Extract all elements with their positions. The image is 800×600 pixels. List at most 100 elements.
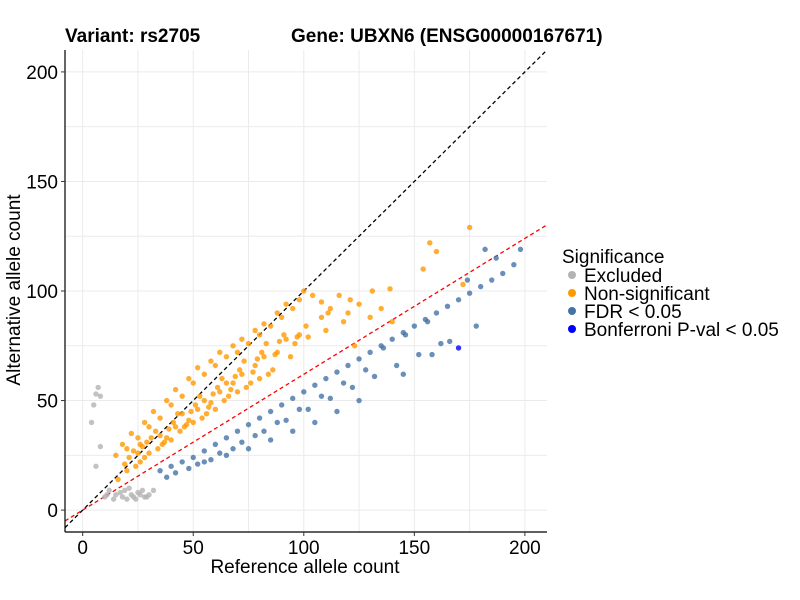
data-point bbox=[267, 437, 274, 443]
data-point bbox=[301, 389, 307, 395]
data-point bbox=[115, 476, 121, 483]
data-point bbox=[150, 408, 157, 415]
data-point bbox=[477, 283, 484, 290]
data-point bbox=[296, 297, 303, 303]
x-tick-label: 100 bbox=[288, 538, 320, 559]
data-point bbox=[170, 419, 177, 426]
data-point bbox=[424, 318, 431, 325]
data-point bbox=[248, 380, 254, 386]
data-point bbox=[157, 432, 163, 439]
data-point bbox=[146, 424, 152, 430]
data-point bbox=[223, 380, 230, 386]
data-point bbox=[296, 406, 303, 413]
data-point bbox=[201, 459, 207, 465]
data-point bbox=[387, 286, 393, 292]
data-point bbox=[517, 246, 524, 253]
data-point bbox=[186, 375, 192, 382]
data-point bbox=[500, 270, 506, 277]
data-point bbox=[197, 393, 203, 399]
data-point bbox=[234, 349, 241, 356]
data-point bbox=[303, 323, 309, 329]
data-point bbox=[139, 487, 146, 494]
data-point bbox=[137, 492, 143, 498]
data-point bbox=[336, 292, 342, 299]
data-point bbox=[371, 373, 378, 380]
data-point bbox=[429, 351, 435, 358]
data-point bbox=[464, 277, 471, 283]
data-point bbox=[164, 435, 170, 441]
data-point bbox=[447, 338, 453, 345]
data-point bbox=[212, 406, 219, 413]
y-tick-label: 200 bbox=[26, 63, 58, 84]
data-point bbox=[139, 443, 146, 450]
data-point bbox=[455, 345, 462, 351]
reference-line-fit bbox=[65, 224, 547, 522]
data-point bbox=[164, 397, 170, 404]
data-point bbox=[239, 336, 245, 342]
data-point bbox=[356, 397, 362, 404]
data-point bbox=[121, 487, 128, 494]
data-point bbox=[334, 408, 340, 415]
legend-label: Bonferroni P-val < 0.05 bbox=[584, 320, 779, 341]
data-point bbox=[290, 305, 296, 312]
data-point bbox=[223, 452, 230, 459]
data-point bbox=[265, 371, 272, 377]
data-point bbox=[367, 314, 373, 320]
data-point bbox=[190, 454, 196, 461]
data-point bbox=[283, 301, 289, 307]
data-point bbox=[263, 340, 269, 347]
data-point bbox=[104, 492, 110, 498]
data-point bbox=[256, 332, 263, 338]
data-point bbox=[493, 255, 499, 261]
data-point bbox=[97, 443, 104, 450]
data-point bbox=[252, 432, 258, 439]
data-point bbox=[287, 354, 294, 360]
data-point bbox=[110, 496, 117, 502]
legend-title: Significance bbox=[562, 247, 664, 268]
data-point bbox=[356, 301, 362, 307]
data-point bbox=[190, 380, 196, 386]
data-point bbox=[389, 318, 395, 325]
data-point bbox=[194, 406, 201, 413]
data-point bbox=[135, 450, 141, 456]
data-point bbox=[119, 441, 126, 448]
data-point bbox=[252, 327, 258, 334]
data-point bbox=[473, 323, 479, 329]
data-point bbox=[270, 367, 276, 373]
data-point bbox=[206, 404, 212, 410]
data-point bbox=[161, 439, 168, 445]
data-point bbox=[135, 435, 141, 441]
data-point bbox=[124, 446, 130, 452]
data-point bbox=[106, 487, 112, 494]
data-point bbox=[256, 415, 263, 421]
data-point bbox=[466, 224, 473, 231]
data-point bbox=[133, 463, 139, 469]
legend-key bbox=[568, 307, 576, 315]
data-point bbox=[194, 461, 201, 467]
data-point bbox=[351, 343, 358, 349]
legend-label: Excluded bbox=[584, 266, 662, 287]
data-point bbox=[283, 336, 289, 342]
data-point bbox=[88, 419, 95, 426]
data-point bbox=[212, 362, 219, 369]
data-point bbox=[192, 402, 199, 408]
data-point bbox=[230, 446, 236, 452]
data-point bbox=[201, 397, 207, 404]
data-point bbox=[188, 408, 194, 415]
data-point bbox=[91, 402, 97, 408]
data-point bbox=[325, 310, 331, 316]
data-point bbox=[305, 406, 311, 413]
data-point bbox=[230, 380, 236, 386]
data-point bbox=[217, 349, 223, 356]
legend: Significance ExcludedNon-significantFDR … bbox=[562, 247, 779, 341]
data-point bbox=[292, 340, 298, 347]
data-point bbox=[245, 446, 252, 452]
reference-line-identity bbox=[65, 50, 547, 529]
data-point bbox=[232, 373, 238, 380]
data-point bbox=[97, 393, 104, 399]
data-point bbox=[318, 299, 325, 305]
data-point bbox=[420, 266, 426, 272]
data-point bbox=[212, 441, 219, 448]
data-point bbox=[267, 408, 274, 415]
data-point bbox=[172, 424, 179, 430]
